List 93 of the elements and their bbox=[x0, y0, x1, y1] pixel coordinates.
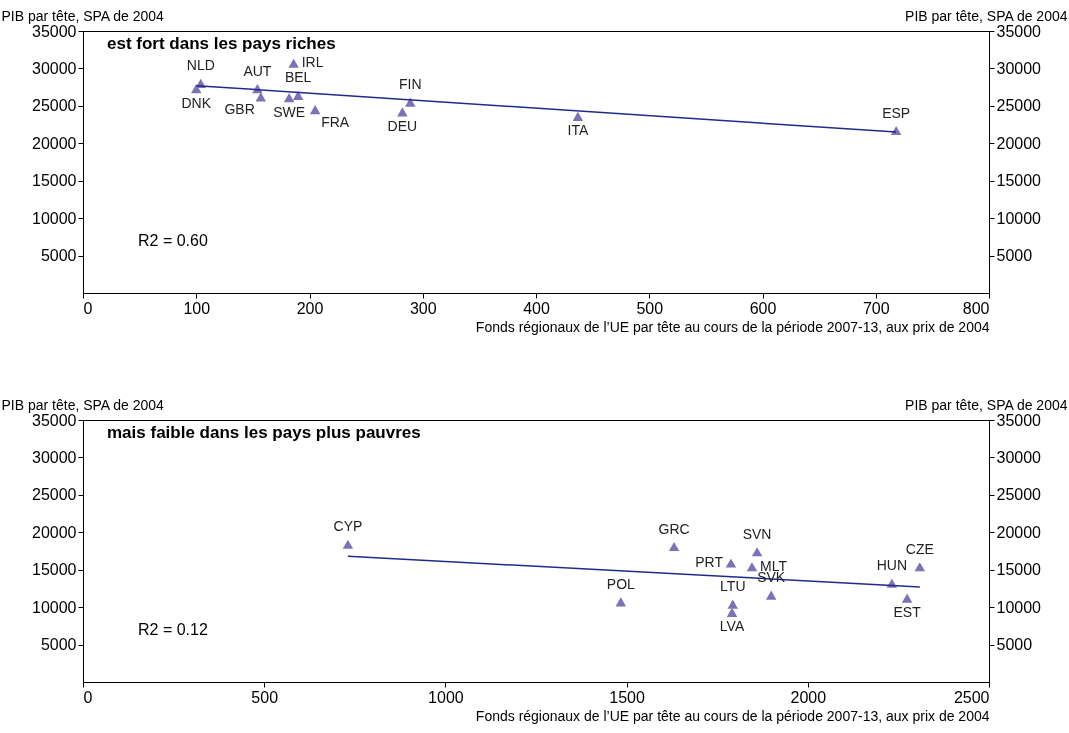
data-label: BEL bbox=[284, 69, 312, 86]
x-tick-label: 500 bbox=[636, 299, 664, 317]
point bbox=[751, 547, 763, 557]
data-label: FIN bbox=[399, 76, 422, 93]
data-label: FRA bbox=[321, 113, 350, 130]
data-label: GBR bbox=[224, 100, 255, 117]
data-label: ESP bbox=[882, 104, 911, 121]
data-label: DNK bbox=[181, 94, 212, 111]
x-tick-label: 200 bbox=[296, 299, 324, 317]
point bbox=[765, 590, 777, 600]
x-axis-title: Fonds régionaux de l’UE par tête au cours de la période 2007-13, aux prix de 2004 bbox=[475, 707, 990, 724]
x-tick-label: 700 bbox=[862, 299, 890, 317]
y-tick-label: 5000 bbox=[40, 636, 77, 654]
point bbox=[342, 539, 354, 549]
y2-tick-label: 25000 bbox=[996, 97, 1042, 115]
annotation: R2 = 0.12 bbox=[138, 620, 208, 638]
y-tick-label: 10000 bbox=[32, 598, 77, 616]
y2-tick-label: 35000 bbox=[996, 22, 1042, 40]
y-tick-label: 10000 bbox=[32, 209, 77, 227]
x-tick-label: 1000 bbox=[428, 688, 464, 706]
data-label: NLD bbox=[186, 57, 215, 74]
data-label: AUT bbox=[243, 62, 272, 79]
point bbox=[283, 93, 295, 103]
point bbox=[727, 599, 739, 609]
x-tick-label: 0 bbox=[83, 299, 93, 317]
y-tick-label: 20000 bbox=[32, 134, 77, 152]
y-tick-label: 30000 bbox=[32, 59, 77, 77]
y-tick-label: 15000 bbox=[32, 172, 77, 190]
data-label: PRT bbox=[695, 553, 724, 570]
x-tick-label: 1500 bbox=[609, 688, 645, 706]
point bbox=[397, 107, 408, 117]
y2-tick-label: 30000 bbox=[996, 59, 1042, 77]
data-label: SWE bbox=[273, 103, 306, 120]
data-label: ITA bbox=[567, 122, 589, 139]
point bbox=[668, 541, 680, 552]
point bbox=[309, 105, 321, 115]
x-axis-title: Fonds régionaux de l’UE par tête au cours de la période 2007-13, aux prix de 2004 bbox=[475, 318, 990, 335]
y2-tick-label: 25000 bbox=[996, 486, 1042, 504]
y-tick-label: 30000 bbox=[32, 448, 77, 466]
point bbox=[746, 562, 758, 572]
y2-tick-label: 15000 bbox=[996, 561, 1042, 579]
point bbox=[725, 558, 737, 568]
y2-axis-title: PIB par tête, SPA de 2004 bbox=[905, 7, 1068, 24]
x-tick-label: 800 bbox=[962, 299, 990, 317]
data-label: CYP bbox=[333, 518, 363, 535]
y2-tick-label: 20000 bbox=[996, 523, 1042, 541]
chart-title: mais faible dans les pays plus pauvres bbox=[107, 423, 421, 442]
x-tick-label: 100 bbox=[183, 299, 211, 317]
y2-axis-title: PIB par tête, SPA de 2004 bbox=[905, 396, 1068, 413]
y2-tick-label: 15000 bbox=[996, 172, 1042, 190]
point bbox=[288, 58, 299, 68]
y-axis-title: PIB par tête, SPA de 2004 bbox=[1, 7, 165, 24]
x-tick-label: 2000 bbox=[790, 688, 827, 706]
point bbox=[191, 84, 202, 94]
y-tick-label: 35000 bbox=[32, 411, 77, 429]
y-tick-label: 20000 bbox=[32, 523, 77, 541]
y-tick-label: 35000 bbox=[32, 22, 77, 40]
point bbox=[914, 562, 926, 572]
data-label: IRL bbox=[301, 54, 324, 71]
y2-tick-label: 30000 bbox=[996, 448, 1042, 466]
point bbox=[572, 111, 584, 121]
point bbox=[726, 607, 738, 617]
y-tick-label: 15000 bbox=[32, 561, 77, 579]
data-label: LTU bbox=[720, 578, 746, 595]
x-tick-label: 300 bbox=[409, 299, 437, 317]
data-label: HUN bbox=[876, 557, 908, 574]
x-tick-label: 400 bbox=[523, 299, 550, 317]
data-label: GRC bbox=[658, 520, 690, 537]
y2-tick-label: 10000 bbox=[996, 598, 1042, 616]
data-label: POL bbox=[606, 575, 636, 592]
point bbox=[292, 90, 304, 100]
y-axis-title: PIB par tête, SPA de 2004 bbox=[1, 396, 165, 413]
data-label: EST bbox=[893, 604, 922, 621]
point bbox=[255, 92, 267, 102]
x-tick-label: 500 bbox=[251, 688, 279, 706]
data-label: CZE bbox=[905, 540, 934, 557]
y2-tick-label: 10000 bbox=[996, 209, 1042, 227]
y-tick-label: 5000 bbox=[40, 247, 77, 265]
y2-tick-label: 5000 bbox=[996, 247, 1033, 265]
x-tick-label: 2500 bbox=[953, 688, 990, 706]
y2-tick-label: 20000 bbox=[996, 134, 1042, 152]
x-tick-label: 0 bbox=[83, 688, 93, 706]
y2-tick-label: 35000 bbox=[996, 411, 1042, 429]
data-label: SVN bbox=[742, 525, 772, 542]
x-tick-label: 600 bbox=[749, 299, 777, 317]
annotation: R2 = 0.60 bbox=[138, 231, 208, 249]
y-tick-label: 25000 bbox=[32, 97, 77, 115]
chart-title: est fort dans les pays riches bbox=[107, 34, 336, 53]
data-label: LVA bbox=[719, 618, 745, 635]
point bbox=[901, 593, 913, 603]
data-label: DEU bbox=[387, 117, 418, 134]
y-tick-label: 25000 bbox=[32, 486, 77, 504]
y2-tick-label: 5000 bbox=[996, 636, 1033, 654]
